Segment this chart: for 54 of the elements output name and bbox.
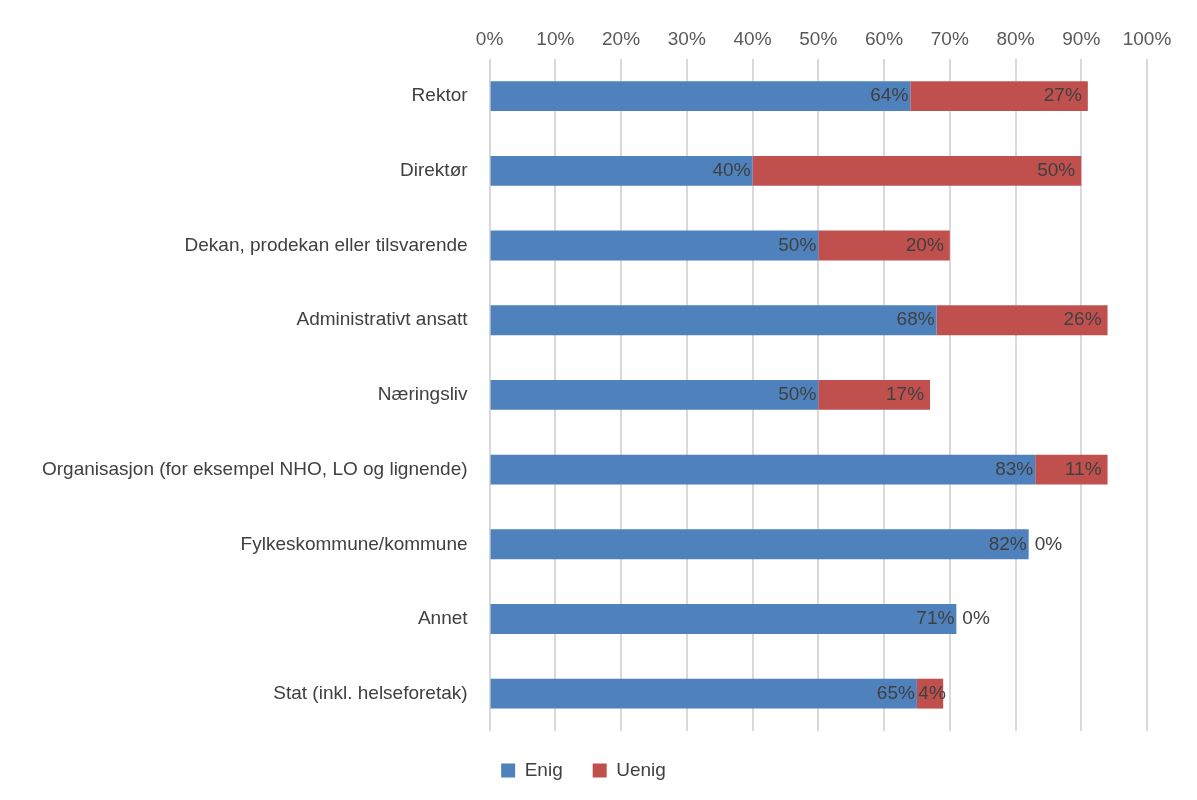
bar bbox=[818, 379, 931, 410]
data-label: 50% bbox=[778, 383, 817, 405]
data-label: 26% bbox=[1063, 308, 1102, 330]
data-label: 0% bbox=[962, 607, 990, 629]
legend-label: Enig bbox=[524, 758, 563, 780]
bar bbox=[490, 604, 957, 634]
y-tick-label: Næringsliv bbox=[377, 383, 469, 405]
data-label: 0% bbox=[1034, 532, 1063, 554]
bar bbox=[752, 155, 1082, 186]
data-label: 64% bbox=[870, 84, 909, 106]
x-tick-label: 70% bbox=[930, 27, 969, 49]
data-label: 20% bbox=[905, 233, 944, 255]
y-tick-label: Rektor bbox=[411, 84, 469, 106]
bar bbox=[490, 678, 917, 709]
data-label: 11% bbox=[1064, 457, 1102, 479]
data-label: 17% bbox=[886, 383, 925, 405]
y-tick-label: Administrativt ansatt bbox=[296, 308, 469, 330]
x-tick-label: 40% bbox=[733, 27, 772, 49]
x-tick-label: 10% bbox=[536, 27, 575, 49]
data-label: 40% bbox=[712, 159, 751, 181]
x-tick-label: 20% bbox=[602, 27, 641, 49]
x-tick-label: 60% bbox=[865, 27, 904, 49]
bar bbox=[818, 230, 950, 261]
x-tick-label: 0% bbox=[475, 27, 504, 49]
y-tick-label: Direktør bbox=[400, 159, 469, 181]
data-label: 50% bbox=[778, 233, 817, 255]
bar bbox=[910, 81, 1088, 112]
x-tick-label: 100% bbox=[1122, 27, 1172, 49]
bar bbox=[490, 230, 819, 261]
bar bbox=[936, 305, 1108, 336]
y-tick-label: Organisasjon (for eksempel NHO, LO og lignende) bbox=[42, 457, 468, 479]
data-label: 83% bbox=[995, 457, 1034, 479]
y-tick-label: Annet bbox=[417, 607, 469, 629]
y-tick-label: Dekan, prodekan eller tilsvarende bbox=[184, 233, 468, 255]
data-label: 71% bbox=[916, 607, 955, 629]
bar bbox=[490, 305, 937, 336]
data-label: 27% bbox=[1043, 84, 1082, 106]
bar bbox=[1035, 454, 1108, 485]
y-tick-label: Stat (inkl. helseforetak) bbox=[273, 681, 468, 703]
x-tick-label: 30% bbox=[667, 27, 706, 49]
bar bbox=[490, 155, 753, 186]
data-label: 68% bbox=[896, 308, 935, 330]
bar bbox=[490, 529, 1029, 560]
data-label: 50% bbox=[1037, 159, 1076, 181]
data-label: 82% bbox=[988, 532, 1027, 554]
data-label: 65% bbox=[876, 681, 916, 703]
y-tick-label: Fylkeskommune/kommune bbox=[240, 532, 468, 554]
x-tick-label: 50% bbox=[799, 27, 838, 49]
bar bbox=[490, 454, 1036, 485]
legend-label: Uenig bbox=[616, 758, 666, 780]
x-tick-label: 80% bbox=[996, 27, 1035, 49]
bar bbox=[490, 81, 911, 112]
x-tick-label: 90% bbox=[1062, 27, 1101, 49]
bar bbox=[490, 379, 819, 410]
